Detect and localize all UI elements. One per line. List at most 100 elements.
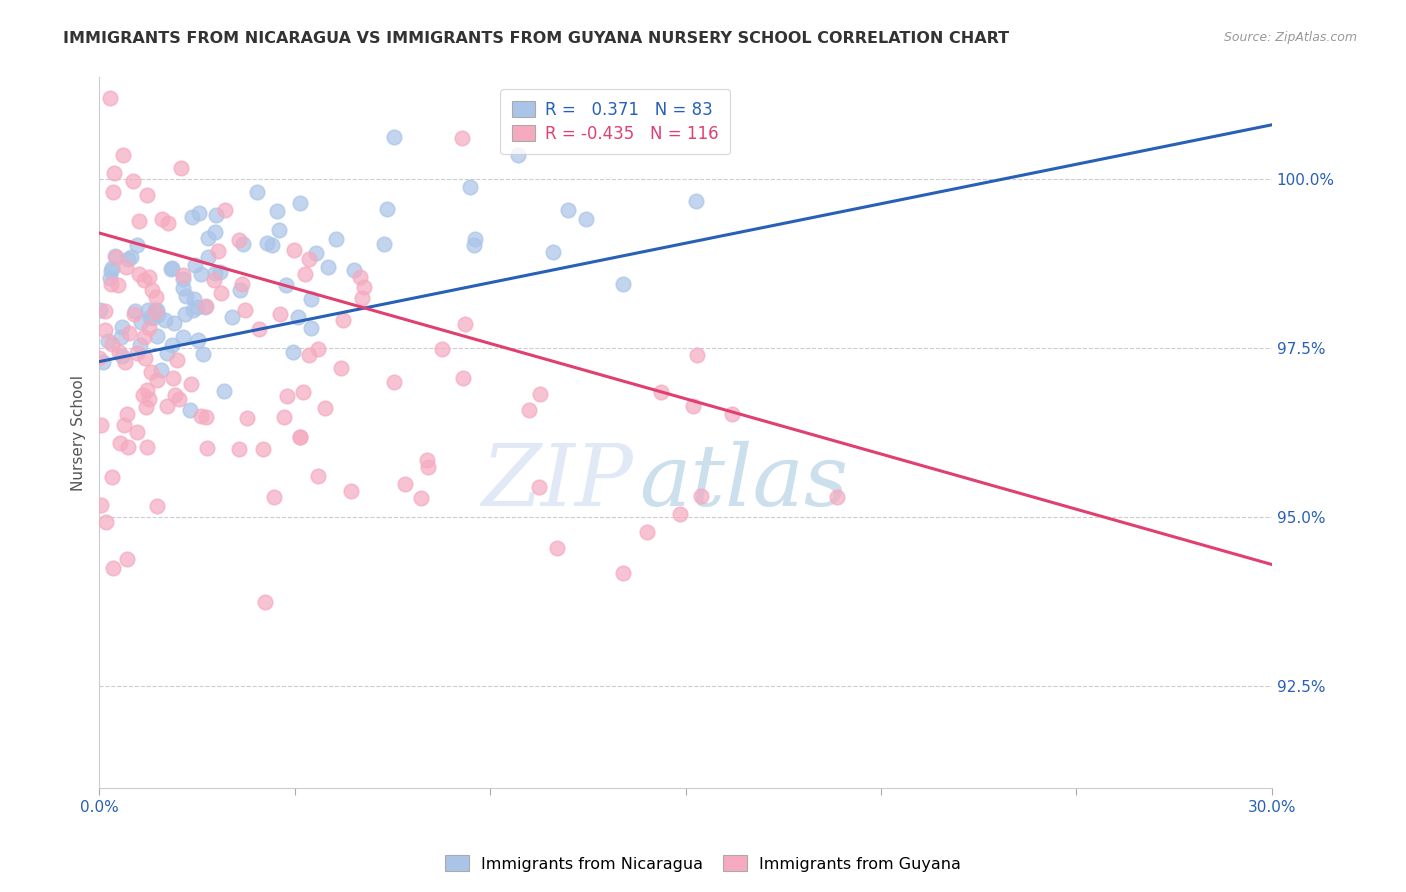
Point	[273, 410, 295, 425]
Point	[114, 260, 136, 274]
Point	[90, 417, 112, 432]
Point	[575, 212, 598, 227]
Point	[612, 277, 634, 292]
Point	[253, 595, 276, 609]
Point	[111, 320, 134, 334]
Point	[128, 214, 150, 228]
Point	[377, 202, 399, 216]
Point	[529, 386, 551, 401]
Point	[112, 417, 135, 432]
Point	[274, 277, 297, 292]
Point	[162, 371, 184, 385]
Point	[209, 285, 232, 300]
Point	[668, 507, 690, 521]
Point	[194, 298, 217, 312]
Point	[111, 148, 134, 162]
Point	[246, 185, 269, 199]
Point	[352, 291, 374, 305]
Point	[101, 469, 124, 483]
Point	[103, 560, 125, 574]
Point	[232, 237, 254, 252]
Point	[155, 312, 177, 326]
Point	[188, 205, 211, 219]
Point	[228, 233, 250, 247]
Point	[129, 337, 152, 351]
Point	[235, 303, 257, 318]
Point	[247, 322, 270, 336]
Point	[101, 260, 124, 275]
Legend: R =   0.371   N = 83, R = -0.435   N = 116: R = 0.371 N = 83, R = -0.435 N = 116	[501, 89, 731, 154]
Point	[146, 499, 169, 513]
Point	[172, 272, 194, 286]
Point	[174, 307, 197, 321]
Point	[94, 323, 117, 337]
Point	[89, 302, 111, 317]
Point	[207, 244, 229, 258]
Point	[103, 249, 125, 263]
Point	[145, 290, 167, 304]
Point	[281, 344, 304, 359]
Point	[329, 360, 352, 375]
Point	[283, 243, 305, 257]
Point	[104, 250, 127, 264]
Point	[190, 409, 212, 423]
Point	[340, 483, 363, 498]
Point	[299, 292, 322, 306]
Point	[162, 338, 184, 352]
Point	[136, 303, 159, 318]
Point	[458, 180, 481, 194]
Legend: Immigrants from Nicaragua, Immigrants from Guyana: Immigrants from Nicaragua, Immigrants fr…	[437, 847, 969, 880]
Point	[463, 238, 485, 252]
Point	[125, 346, 148, 360]
Point	[186, 300, 208, 314]
Point	[172, 281, 194, 295]
Point	[110, 330, 132, 344]
Point	[288, 430, 311, 444]
Point	[131, 388, 153, 402]
Point	[209, 265, 232, 279]
Point	[143, 305, 166, 319]
Point	[267, 223, 290, 237]
Point	[236, 410, 259, 425]
Point	[94, 303, 117, 318]
Point	[181, 211, 204, 225]
Point	[263, 490, 285, 504]
Point	[108, 435, 131, 450]
Point	[464, 232, 486, 246]
Point	[636, 525, 658, 540]
Point	[546, 541, 568, 555]
Point	[252, 442, 274, 456]
Point	[276, 389, 298, 403]
Point	[149, 363, 172, 377]
Text: IMMIGRANTS FROM NICARAGUA VS IMMIGRANTS FROM GUYANA NURSERY SCHOOL CORRELATION C: IMMIGRANTS FROM NICARAGUA VS IMMIGRANTS …	[63, 31, 1010, 46]
Point	[287, 310, 309, 324]
Point	[108, 344, 131, 359]
Point	[682, 399, 704, 413]
Point	[176, 289, 198, 303]
Point	[314, 401, 336, 415]
Point	[269, 307, 291, 321]
Point	[135, 401, 157, 415]
Point	[172, 329, 194, 343]
Point	[228, 442, 250, 456]
Point	[172, 268, 194, 282]
Point	[163, 387, 186, 401]
Point	[142, 310, 165, 325]
Point	[111, 349, 134, 363]
Point	[506, 148, 529, 162]
Point	[156, 399, 179, 413]
Point	[292, 385, 315, 400]
Point	[190, 267, 212, 281]
Point	[118, 326, 141, 341]
Point	[197, 250, 219, 264]
Text: ZIP: ZIP	[481, 441, 633, 524]
Point	[256, 235, 278, 250]
Point	[212, 384, 235, 399]
Point	[90, 499, 112, 513]
Point	[139, 366, 162, 380]
Point	[204, 225, 226, 239]
Point	[146, 303, 169, 318]
Point	[430, 343, 453, 357]
Point	[143, 302, 166, 317]
Point	[262, 237, 284, 252]
